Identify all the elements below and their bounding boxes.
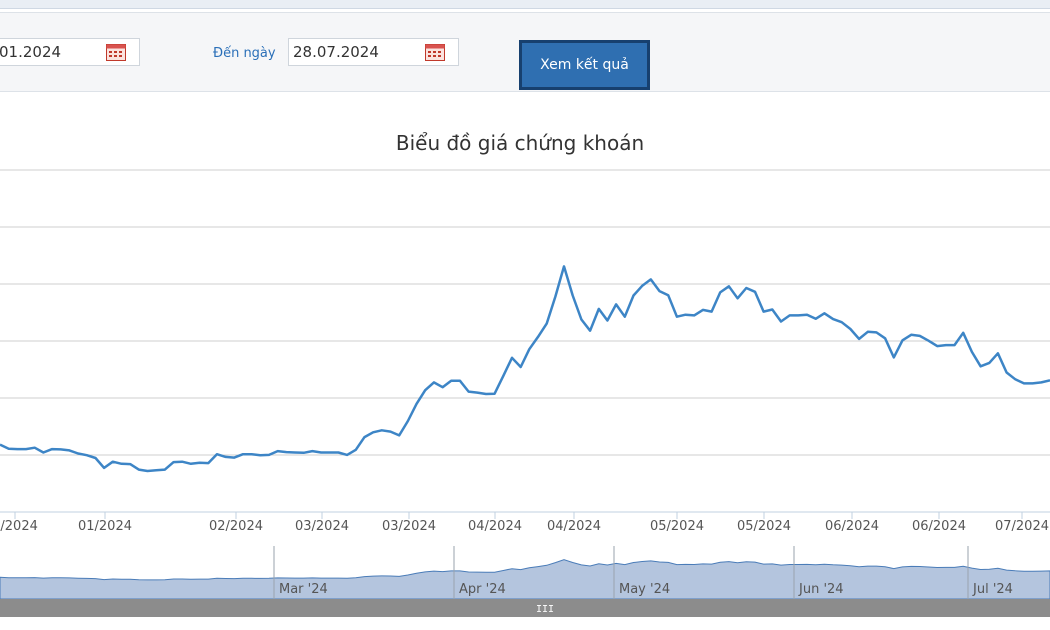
x-tick-label-9: 06/2024: [825, 519, 879, 534]
from-calendar-icon[interactable]: [106, 43, 126, 61]
chart-gridlines: [0, 169, 1050, 513]
navigator[interactable]: Mar '24 Apr '24 May '24 Jun '24 Jul '24 III: [0, 543, 1050, 617]
to-date-label: Đến ngày: [213, 46, 276, 61]
x-tick-label-1: 01/2024: [78, 519, 132, 534]
chart-title: Biểu đồ giá chứng khoán: [396, 131, 644, 155]
navigator-month-lines: Mar '24 Apr '24 May '24 Jun '24 Jul '24: [273, 546, 1013, 599]
x-tick-label-5: 04/2024: [468, 519, 522, 534]
nav-label-3: Jun '24: [798, 582, 844, 597]
top-border-strip: [0, 0, 1050, 9]
x-tick-label-6: 04/2024: [547, 519, 601, 534]
navigator-scrollbar[interactable]: [0, 599, 1050, 617]
navigator-area: [0, 559, 1050, 600]
x-tick-label-2: 02/2024: [209, 519, 263, 534]
nav-label-2: May '24: [619, 582, 670, 597]
x-tick-label-7: 05/2024: [650, 519, 704, 534]
nav-label-0: Mar '24: [279, 582, 328, 597]
x-tick-label-4: 03/2024: [382, 519, 436, 534]
x-tick-label-8: 05/2024: [737, 519, 791, 534]
price-series-line: [0, 265, 1050, 473]
x-tick-label-11: 07/2024: [995, 519, 1049, 534]
to-calendar-icon[interactable]: [425, 43, 445, 61]
x-axis: 1/2024 01/2024 02/2024 03/2024 03/2024 04/202…: [0, 512, 1049, 534]
x-tick-label-3: 03/2024: [295, 519, 349, 534]
scrollbar-grip[interactable]: III: [536, 604, 554, 615]
nav-label-4: Jul '24: [972, 582, 1013, 597]
submit-button[interactable]: Xem kết quả: [519, 40, 650, 90]
nav-label-1: Apr '24: [459, 582, 506, 597]
date-filter-bar: Đến ngày Xem kết quả: [0, 12, 1050, 92]
x-tick-label-0: 1/2024: [0, 519, 38, 534]
x-tick-label-10: 06/2024: [912, 519, 966, 534]
stock-price-chart: Biểu đồ giá chứng khoán 1/2024 01/2024 02/…: [0, 131, 1050, 617]
